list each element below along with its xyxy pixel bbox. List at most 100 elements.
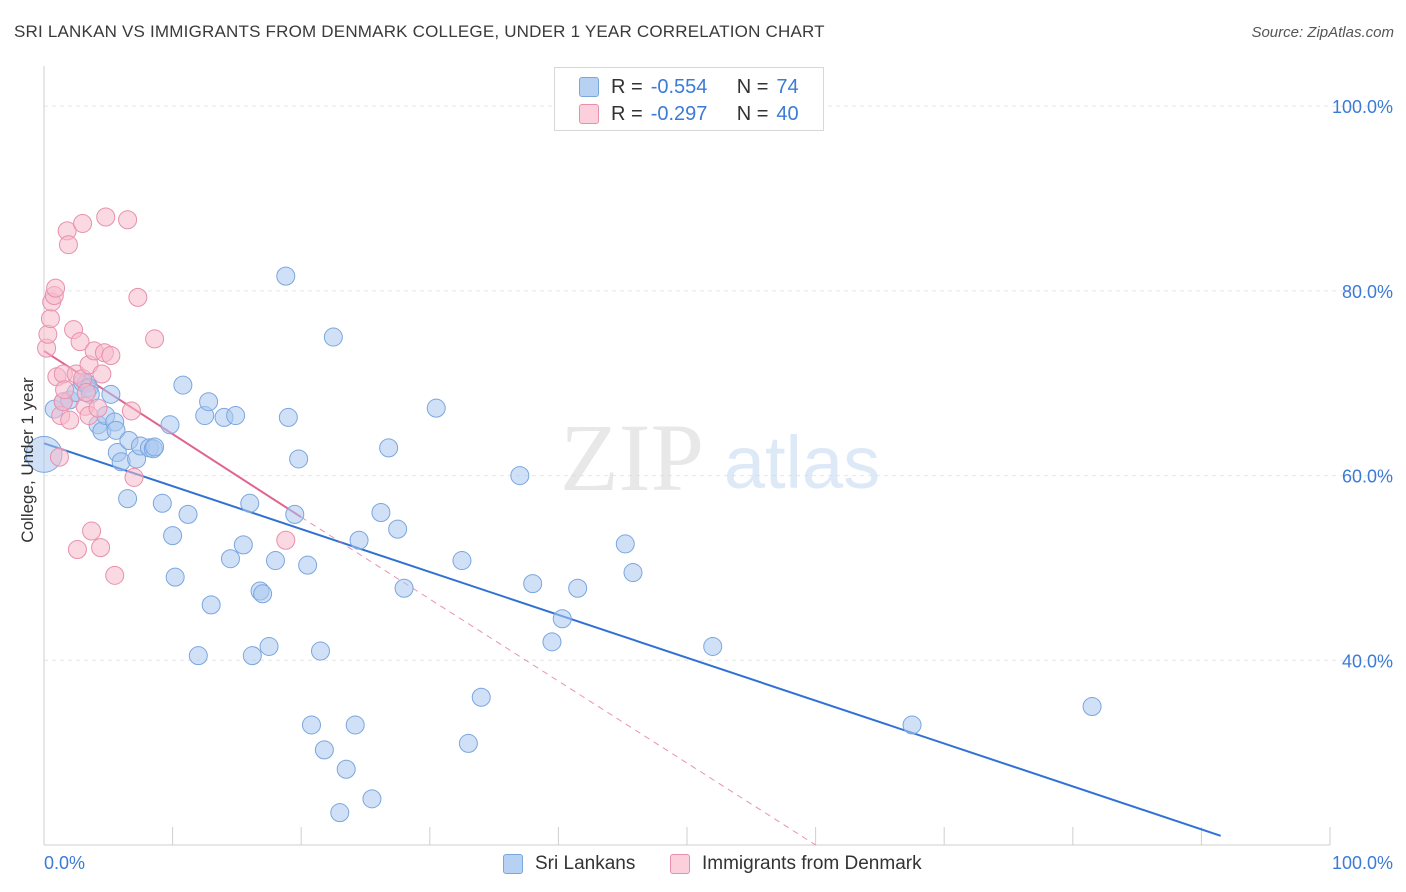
y-tick-label-100: 100.0%: [1332, 97, 1393, 117]
point-sri-lankans-54: [345, 715, 365, 735]
bottom-legend-sri-lankans: Sri Lankans: [503, 851, 635, 877]
point-sri-lankans-75: [276, 266, 296, 286]
point-sri-lankans-53: [336, 759, 356, 779]
axes: [43, 66, 1331, 846]
point-sri-lankans-37: [233, 535, 253, 555]
point-sri-lankans-59: [388, 519, 408, 539]
point-sri-lankans-28: [173, 375, 193, 395]
point-sri-lankans-63: [458, 733, 478, 753]
legend-n-label: N =: [736, 102, 769, 125]
point-denmark-20: [73, 213, 93, 233]
bottom-legend-label-sri-lankans: Sri Lankans: [535, 853, 636, 874]
point-sri-lankans-56: [362, 789, 382, 809]
point-sri-lankans-17: [118, 489, 138, 509]
point-sri-lankans-36: [226, 406, 246, 426]
point-sri-lankans-29: [178, 504, 198, 524]
point-sri-lankans-66: [523, 574, 543, 594]
point-denmark-17: [67, 539, 87, 559]
point-sri-lankans-51: [323, 327, 343, 347]
point-sri-lankans-58: [379, 438, 399, 458]
stats-legend: R = -0.554 N = 74 R = -0.297 N = 40: [554, 67, 824, 131]
point-sri-lankans-49: [310, 641, 330, 661]
gridlines: [44, 105, 1392, 661]
legend-row-denmark: R = -0.297 N = 40: [579, 101, 799, 127]
watermark-zip: ZIP: [560, 404, 704, 511]
point-denmark-36: [124, 467, 144, 487]
point-denmark-13: [58, 235, 78, 255]
watermark-atlas: atlas: [724, 421, 880, 504]
point-denmark-35: [121, 401, 141, 421]
bottom-legend-swatch-blue: [503, 854, 523, 874]
y-tick-label-60: 60.0%: [1342, 467, 1393, 487]
point-sri-lankans-61: [426, 398, 446, 418]
point-denmark-5: [46, 278, 66, 298]
x-tick-label-0: 0.0%: [44, 853, 85, 873]
data-points: [25, 207, 1102, 823]
point-sri-lankans-50: [314, 740, 334, 760]
point-sri-lankans-23: [145, 437, 165, 457]
point-sri-lankans-48: [301, 715, 321, 735]
point-sri-lankans-73: [902, 715, 922, 735]
legend-row-sri-lankans: R = -0.554 N = 74: [579, 74, 799, 100]
point-denmark-39: [276, 530, 296, 550]
point-sri-lankans-69: [568, 578, 588, 598]
point-sri-lankans-67: [542, 632, 562, 652]
point-denmark-31: [96, 207, 116, 227]
point-sri-lankans-24: [152, 493, 172, 513]
point-sri-lankans-70: [615, 534, 635, 554]
point-sri-lankans-16: [111, 452, 131, 472]
point-sri-lankans-62: [452, 551, 472, 571]
point-sri-lankans-26: [163, 526, 183, 546]
x-tick-label-100: 100.0%: [1332, 853, 1393, 873]
trend-line-denmark-extension: [300, 516, 816, 846]
legend-n-value-sri-lankans: 74: [776, 75, 799, 98]
point-denmark-2: [40, 309, 60, 329]
point-denmark-38: [145, 329, 165, 349]
point-sri-lankans-71: [623, 563, 643, 583]
chart-title: SRI LANKAN VS IMMIGRANTS FROM DENMARK CO…: [14, 22, 825, 41]
point-denmark-11: [55, 380, 75, 400]
point-sri-lankans-55: [349, 530, 369, 550]
point-denmark-28: [91, 538, 111, 558]
chart-source: Source: ZipAtlas.com: [1251, 24, 1394, 41]
bottom-legend-denmark: Immigrants from Denmark: [670, 851, 922, 877]
point-sri-lankans-45: [285, 504, 305, 524]
point-sri-lankans-72: [703, 636, 723, 656]
point-denmark-37: [128, 287, 148, 307]
point-denmark-25: [82, 521, 102, 541]
point-denmark-7: [49, 447, 69, 467]
point-denmark-29: [92, 364, 112, 384]
legend-swatch-blue: [579, 77, 599, 97]
bottom-legend-label-denmark: Immigrants from Denmark: [702, 853, 922, 874]
point-sri-lankans-14: [106, 420, 126, 440]
point-denmark-32: [101, 346, 121, 366]
point-sri-lankans-68: [552, 609, 572, 629]
point-sri-lankans-25: [160, 415, 180, 435]
point-sri-lankans-64: [471, 687, 491, 707]
point-sri-lankans-65: [510, 466, 530, 486]
point-sri-lankans-43: [265, 551, 285, 571]
point-denmark-14: [60, 410, 80, 430]
point-sri-lankans-44: [278, 407, 298, 427]
legend-r-value-sri-lankans: -0.554: [650, 75, 708, 98]
tick-labels: 40.0% 60.0% 80.0% 100.0% 0.0% 100.0%: [44, 97, 1393, 873]
trend-line-sri-lankans: [43, 442, 1222, 837]
legend-n-label: N =: [736, 75, 769, 98]
point-denmark-27: [88, 398, 108, 418]
point-sri-lankans-30: [188, 646, 208, 666]
point-sri-lankans-32: [199, 392, 219, 412]
y-tick-label-80: 80.0%: [1342, 282, 1393, 302]
point-sri-lankans-12: [101, 384, 121, 404]
y-axis-label: College, Under 1 year: [18, 377, 37, 543]
legend-swatch-pink: [579, 104, 599, 124]
legend-r-label: R =: [611, 102, 643, 125]
point-sri-lankans-38: [240, 493, 260, 513]
point-sri-lankans-27: [165, 567, 185, 587]
point-sri-lankans-39: [242, 646, 262, 666]
point-sri-lankans-57: [371, 503, 391, 523]
point-sri-lankans-46: [289, 449, 309, 469]
point-sri-lankans-41: [253, 584, 273, 604]
point-sri-lankans-35: [220, 549, 240, 569]
legend-r-value-denmark: -0.297: [650, 102, 708, 125]
